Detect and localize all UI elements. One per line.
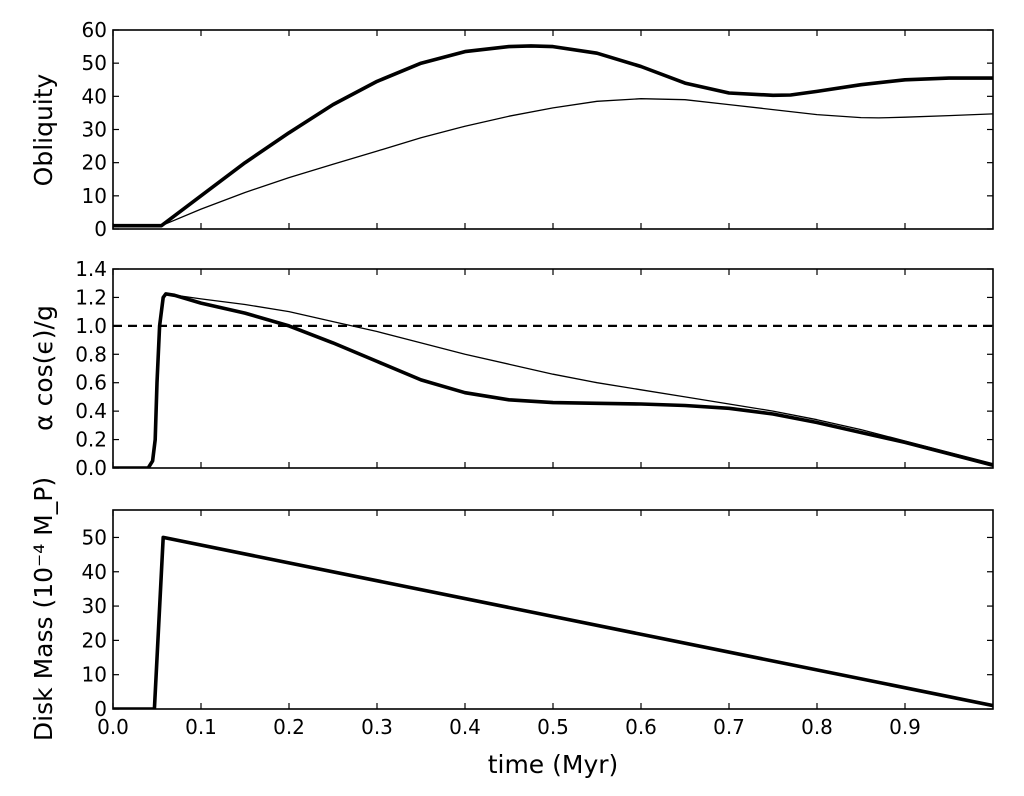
disk-mass-y-tick-label: 40 xyxy=(82,560,107,584)
alpha-ratio-y-tick-label: 0.8 xyxy=(75,342,107,366)
disk-mass-y-axis-label: Disk Mass (10⁻⁴ M_P) xyxy=(29,477,58,741)
obliquity-y-axis-label: Obliquity xyxy=(29,73,58,186)
x-tick-label: 0.0 xyxy=(97,715,129,739)
alpha-ratio-y-tick-label: 1.0 xyxy=(75,314,107,338)
obliquity-y-tick-label: 60 xyxy=(82,18,107,42)
alpha-ratio-series-1-line xyxy=(113,292,993,468)
disk-mass-y-tick-label: 0 xyxy=(94,697,107,721)
alpha-ratio-y-tick-label: 0.6 xyxy=(75,371,107,395)
obliquity-y-tick-label: 40 xyxy=(82,84,107,108)
x-tick-label: 0.2 xyxy=(273,715,305,739)
x-tick-label: 0.1 xyxy=(185,715,217,739)
disk-mass-y-tick-label: 50 xyxy=(82,525,107,549)
alpha-ratio-plot-frame xyxy=(112,268,994,469)
disk-mass-series-1-line xyxy=(113,535,993,709)
obliquity-panel: 0 10 20 30 40 50 60 Obliquity xyxy=(29,18,994,241)
alpha-ratio-panel: 0.0 0.2 0.4 0.6 0.8 1.0 1.2 1.4 α cos(ϵ)/g xyxy=(29,257,994,480)
x-tick-label: 0.8 xyxy=(801,715,833,739)
obliquity-plot-frame xyxy=(112,29,994,230)
x-tick-label: 0.5 xyxy=(537,715,569,739)
alpha-ratio-y-tick-label: 1.2 xyxy=(75,285,107,309)
obliquity-series-2-line xyxy=(113,98,993,227)
obliquity-y-tick-label: 30 xyxy=(82,118,107,142)
x-axis-label: time (Myr) xyxy=(488,750,619,779)
disk-mass-y-tick-label: 20 xyxy=(82,628,107,652)
x-tick-label: 0.6 xyxy=(625,715,657,739)
disk-mass-y-tick-label: 30 xyxy=(82,594,107,618)
alpha-ratio-y-tick-label: 1.4 xyxy=(75,257,107,281)
x-tick-label: 0.9 xyxy=(889,715,921,739)
obliquity-y-tick-label: 10 xyxy=(82,184,107,208)
obliquity-y-tick-label: 0 xyxy=(94,217,107,241)
alpha-ratio-series-2-line xyxy=(165,293,993,465)
obliquity-series-1-line xyxy=(113,44,993,228)
alpha-ratio-y-tick-label: 0.2 xyxy=(75,428,107,452)
disk-mass-y-tick-label: 10 xyxy=(82,663,107,687)
x-tick-label: 0.7 xyxy=(713,715,745,739)
x-tick-label: 0.4 xyxy=(449,715,481,739)
obliquity-y-tick-label: 20 xyxy=(82,151,107,175)
panels: 0 10 20 30 40 50 60 Obliquity 0.0 0.2 0.4 0.6 0.8 1.0… xyxy=(29,18,994,741)
alpha-ratio-y-tick-label: 0.0 xyxy=(75,456,107,480)
disk-mass-panel: 0.0 0.1 0.2 0.3 0.4 0.5 0.6 0.7 0.8 0.9 0 10 20 30 40 5… xyxy=(29,477,994,741)
obliquity-y-tick-label: 50 xyxy=(82,51,107,75)
alpha-ratio-y-axis-label: α cos(ϵ)/g xyxy=(29,305,58,431)
x-tick-label: 0.3 xyxy=(361,715,393,739)
alpha-ratio-y-tick-label: 0.4 xyxy=(75,399,107,423)
